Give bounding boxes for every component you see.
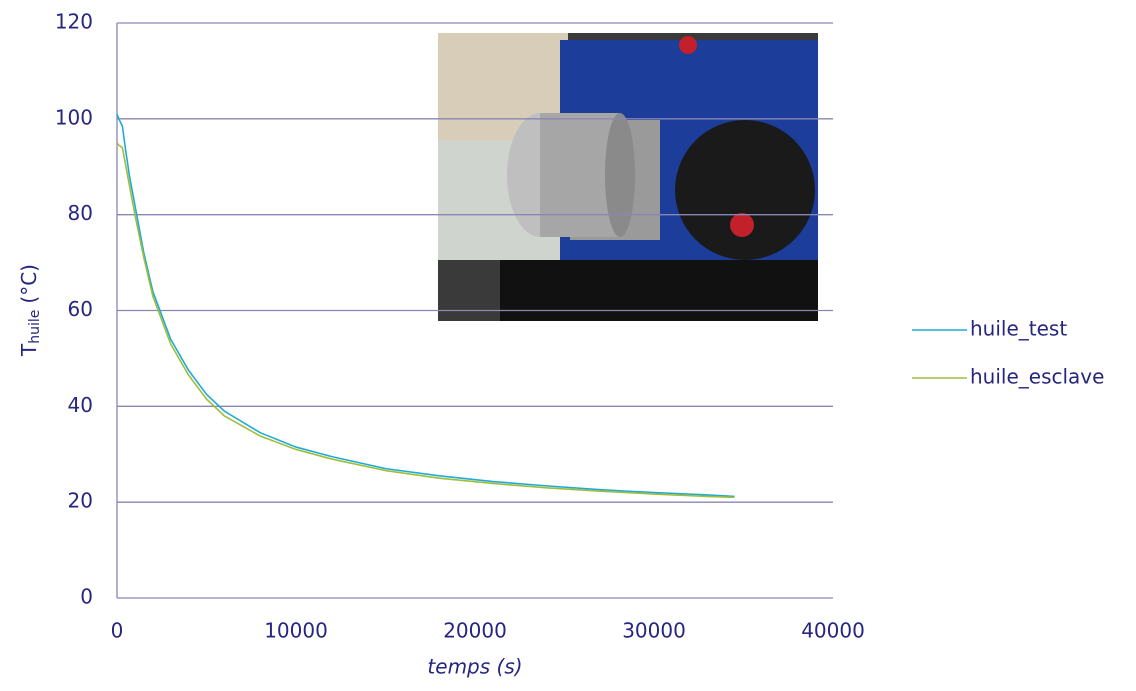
y-label-unit: (°C) — [17, 264, 41, 304]
y-tick-label: 0 — [80, 585, 93, 609]
series-line — [116, 113, 735, 498]
x-tick-label: 40000 — [801, 619, 865, 643]
y-tick-label: 20 — [68, 489, 93, 513]
series-line — [116, 142, 735, 499]
x-tick-label: 20000 — [443, 619, 507, 643]
x-tick-label: 10000 — [264, 619, 328, 643]
x-tick-label: 0 — [111, 619, 124, 643]
legend-label: huile_esclave — [970, 365, 1104, 389]
y-label-sub: huile — [27, 310, 43, 344]
photo-inset — [438, 33, 818, 321]
legend-label: huile_test — [970, 317, 1067, 341]
y-tick-label: 100 — [55, 105, 93, 129]
y-tick-label: 60 — [68, 297, 93, 321]
x-axis-label: temps (s) — [427, 655, 522, 679]
x-tick-label: 30000 — [622, 619, 686, 643]
y-tick-label: 120 — [55, 10, 93, 34]
y-axis-label: Thuile (°C) — [17, 264, 44, 357]
y-tick-label: 80 — [68, 201, 93, 225]
y-tick-label: 40 — [68, 393, 93, 417]
y-label-main: T — [17, 343, 41, 357]
